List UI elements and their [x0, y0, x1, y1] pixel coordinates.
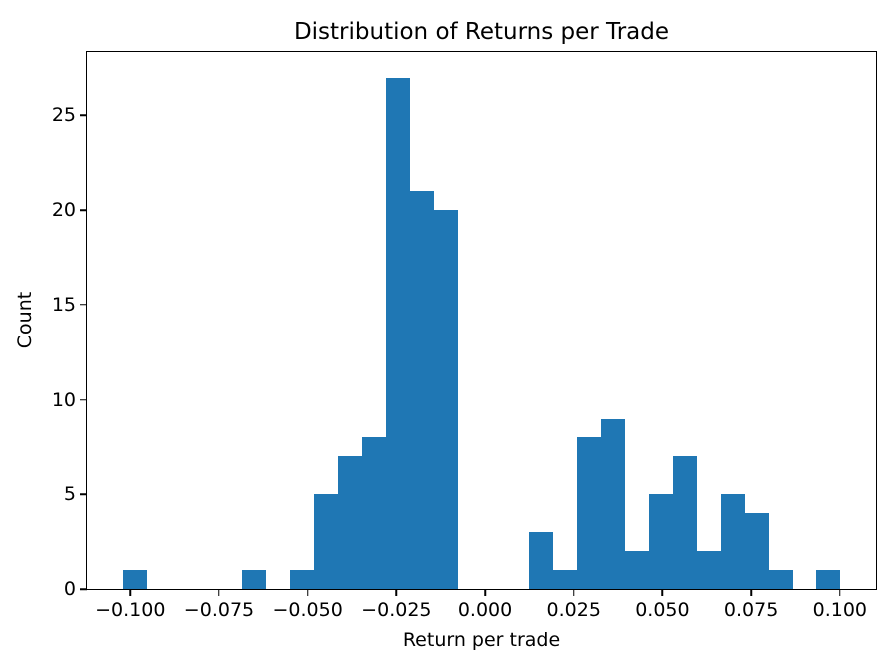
x-tick-mark — [218, 589, 220, 596]
x-tick-mark — [839, 589, 841, 596]
histogram-bar — [696, 551, 721, 589]
y-tick-mark — [80, 114, 87, 117]
histogram-bar — [338, 456, 362, 589]
histogram-bar — [577, 437, 602, 589]
x-tick-label: 0.075 — [723, 599, 779, 621]
x-tick-label: 0.025 — [546, 599, 601, 621]
histogram-bar — [744, 513, 769, 589]
y-tick-mark — [80, 304, 87, 306]
y-axis-label: Count — [14, 291, 36, 349]
x-tick-mark — [395, 589, 398, 596]
histogram-bar — [362, 437, 386, 589]
y-tick-mark — [80, 398, 87, 401]
y-tick-label: 10 — [51, 388, 76, 411]
y-tick-label: 0 — [63, 578, 76, 600]
y-tick-label: 15 — [51, 293, 76, 316]
histogram-bar — [720, 494, 745, 589]
x-tick-label: −0.025 — [361, 599, 432, 621]
x-tick-label: −0.075 — [183, 599, 255, 621]
histogram-bar — [625, 551, 650, 589]
x-tick-label: 0.000 — [457, 599, 513, 621]
histogram-bar — [768, 570, 793, 589]
histogram-bar — [122, 570, 147, 589]
x-tick-mark — [661, 589, 664, 596]
y-tick-label: 20 — [51, 199, 76, 222]
histogram-bar — [242, 570, 267, 589]
histogram-bar — [672, 456, 697, 589]
histogram-bar — [649, 494, 673, 589]
histogram-bar — [601, 418, 626, 589]
x-tick-label: 0.050 — [635, 599, 690, 621]
x-axis-label: Return per trade — [402, 629, 561, 651]
chart-title: Distribution of Returns per Trade — [293, 19, 670, 45]
x-tick-mark — [750, 589, 752, 596]
x-tick-label: −0.100 — [95, 599, 166, 621]
histogram-bar — [409, 191, 434, 589]
histogram-bar — [385, 77, 410, 589]
x-tick-label: −0.050 — [272, 599, 343, 621]
histogram-bar — [816, 570, 841, 589]
y-tick-mark — [80, 209, 87, 211]
y-tick-label: 5 — [63, 483, 76, 506]
axes-spines — [85, 50, 877, 590]
histogram-bar — [529, 532, 554, 589]
histogram-bar — [433, 210, 458, 589]
histogram-bar — [314, 494, 339, 589]
x-tick-mark — [129, 589, 132, 596]
histogram-bar — [290, 570, 315, 589]
x-tick-mark — [484, 589, 486, 596]
x-tick-mark — [572, 589, 575, 596]
y-tick-mark — [80, 588, 87, 590]
histogram-bar — [553, 570, 578, 589]
x-tick-label: 0.100 — [812, 599, 868, 621]
plot-area: −0.100 −0.075 −0.050 −0.025 0.000 0.025 0.050 0… — [52, 50, 877, 621]
x-tick-mark — [306, 589, 309, 596]
y-tick-mark — [80, 493, 87, 496]
y-tick-label: 25 — [51, 104, 76, 127]
